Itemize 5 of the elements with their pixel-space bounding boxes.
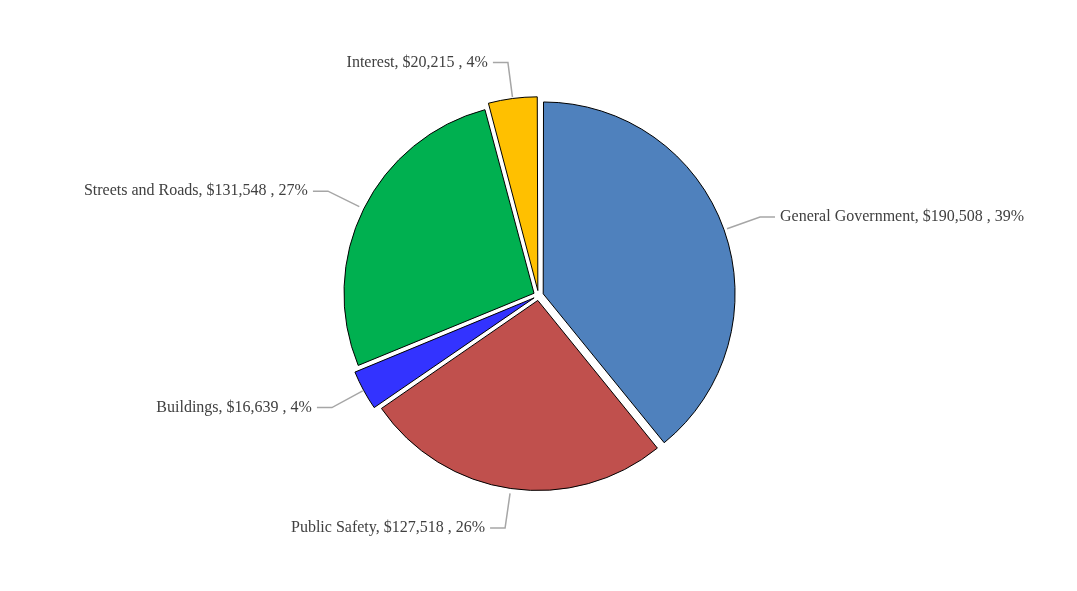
slice-label: Streets and Roads, $131,548 , 27% [83,181,308,199]
slice-label: Buildings, $16,639 , 4% [156,397,312,416]
slice-label: Interest, $20,215 , 4% [346,52,488,70]
slice-label: General Government, $190,508 , 39% [780,207,1024,225]
slice-label: Public Safety, $127,518 , 26% [291,518,486,537]
